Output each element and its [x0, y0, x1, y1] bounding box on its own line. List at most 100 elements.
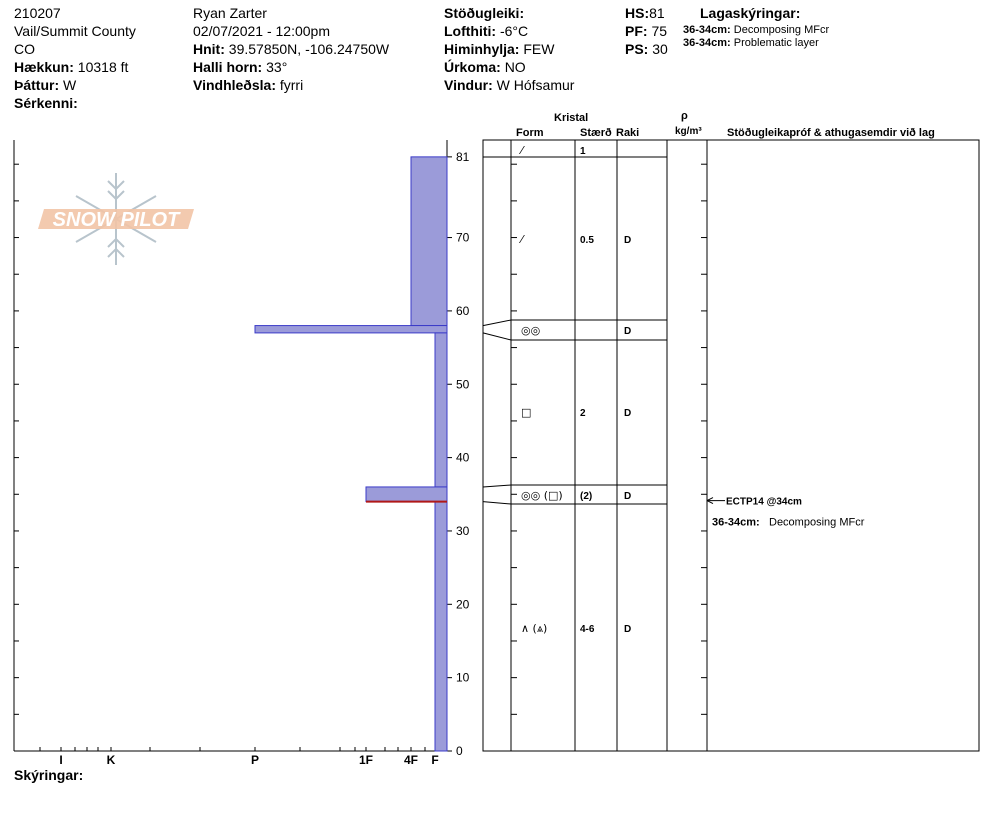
moisture-value: D [624, 408, 631, 419]
crystal-form: ∧ (⩓) [521, 622, 547, 635]
crystal-size: (2) [580, 491, 592, 502]
comment-text: Decomposing MFcr [769, 517, 865, 529]
hardness-bar [254, 325, 448, 334]
y-tick-label: 81 [456, 150, 470, 164]
hardness-tick-label: P [251, 753, 259, 767]
legend-item-text: Decomposing MFcr [733, 24, 830, 36]
air-temp-label: Lofthiti: [444, 23, 497, 39]
crystal-form: ⁄ [518, 144, 525, 157]
air-temp: Lofthiti: -6°C [444, 23, 528, 39]
layer-boundary [482, 332, 667, 341]
y-tick-label: 60 [456, 304, 470, 318]
pf: PF: 75 [625, 23, 667, 39]
observer: Ryan Zarter [193, 5, 267, 21]
crystal-size: 0.5 [580, 235, 594, 246]
y-tick-label: 10 [456, 671, 470, 685]
legend-title: Lagaskýringar: [700, 5, 801, 21]
header-form: Form [516, 127, 544, 139]
hardness-bar [365, 486, 448, 503]
ps: PS: 30 [625, 41, 668, 57]
y-tick-label: 20 [456, 597, 470, 611]
comment-range: 36-34cm: [712, 517, 760, 529]
features-label: Sérkenni: [14, 95, 78, 111]
coords: Hnit: 39.57850N, -106.24750W [193, 41, 389, 57]
wind: Vindur: W Hófsamur [444, 77, 574, 93]
sky: Himinhylja: FEW [444, 41, 554, 57]
y-tick-label: 0 [456, 744, 463, 758]
layer-boundary [482, 501, 667, 505]
header-density-unit: kg/m³ [675, 126, 702, 137]
comments-label: Skýringar: [14, 767, 84, 783]
sky-label: Himinhylja: [444, 41, 520, 57]
datetime: 02/07/2021 - 12:00pm [193, 23, 330, 39]
header-kristal: Kristal [554, 112, 589, 124]
precip: Úrkoma: NO [444, 59, 526, 75]
slope-label: Halli horn: [193, 59, 263, 75]
wind-load-value: fyrri [279, 77, 304, 93]
y-tick-label: 30 [456, 524, 470, 538]
slope-value: 33° [266, 59, 288, 75]
coords-value: 39.57850N, -106.24750W [228, 41, 390, 57]
precip-value: NO [504, 59, 526, 75]
legend-item: 36-34cm: Decomposing MFcr [683, 24, 829, 37]
hs-value: 81 [649, 5, 665, 21]
hardness-tick-label: I [59, 753, 62, 767]
aspect-label: Þáttur: [14, 77, 60, 93]
y-tick-label: 40 [456, 451, 470, 465]
ps-value: 30 [652, 41, 668, 57]
layer-boundary [482, 319, 667, 327]
layer-table-frame [482, 139, 980, 752]
crystal-form: ◎◎ (□) [521, 489, 563, 502]
profile-id: 210207 [14, 5, 61, 21]
y-tick-label: 70 [456, 231, 470, 245]
sky-value: FEW [523, 41, 555, 57]
crystal-form: ◎◎ [521, 324, 540, 337]
elevation: Hækkun: 10318 ft [14, 59, 128, 75]
hardness-bar [434, 332, 448, 488]
state: CO [14, 41, 35, 57]
moisture-value: D [624, 235, 631, 246]
stability-label: Stöðugleiki: [444, 5, 525, 21]
legend-item-text: Problematic layer [733, 37, 819, 49]
hardness-bar [410, 156, 448, 327]
ps-label: PS: [625, 41, 649, 57]
test-result: ECTP14 @34cm [726, 497, 802, 508]
moisture-value: D [624, 491, 631, 502]
crystal-form: □ [521, 406, 531, 419]
header-size: Stærð [580, 127, 612, 139]
legend-item: 36-34cm: Problematic layer [683, 37, 819, 50]
wind-label: Vindur: [444, 77, 493, 93]
crystal-size: 4-6 [580, 624, 595, 635]
hardness-tick-label: F [431, 753, 438, 767]
precip-label: Úrkoma: [444, 59, 501, 75]
test-arrow-icon [706, 497, 714, 505]
air-temp-value: -6°C [499, 23, 529, 39]
pf-label: PF: [625, 23, 648, 39]
y-tick-label: 50 [456, 377, 470, 391]
hardness-tick-label: 4F [404, 753, 418, 767]
hardness-tick-label: K [107, 753, 116, 767]
crystal-form: ⁄ [518, 233, 525, 246]
aspect: Þáttur: W [14, 77, 76, 93]
slope: Halli horn: 33° [193, 59, 287, 75]
wind-load-label: Vindhleðsla: [193, 77, 276, 93]
moisture-value: D [624, 624, 631, 635]
aspect-value: W [63, 77, 77, 93]
legend-item-range: 36-34cm: [683, 37, 731, 49]
coords-label: Hnit: [193, 41, 225, 57]
layer-boundary [482, 484, 667, 488]
location: Vail/Summit County [14, 23, 136, 39]
elevation-label: Hækkun: [14, 59, 74, 75]
crystal-size: 1 [580, 146, 586, 157]
wind-value: W Hófsamur [496, 77, 575, 93]
hardness-tick-label: 1F [359, 753, 373, 767]
hardness-bar [434, 501, 448, 752]
hs: HS:81 [625, 5, 665, 21]
elevation-value: 10318 ft [77, 59, 129, 75]
legend-item-range: 36-34cm: [683, 24, 731, 36]
crystal-size: 2 [580, 408, 586, 419]
pf-value: 75 [651, 23, 668, 39]
moisture-value: D [624, 326, 631, 337]
header-tests: Stöðugleikapróf & athugasemdir við lag [727, 127, 935, 139]
